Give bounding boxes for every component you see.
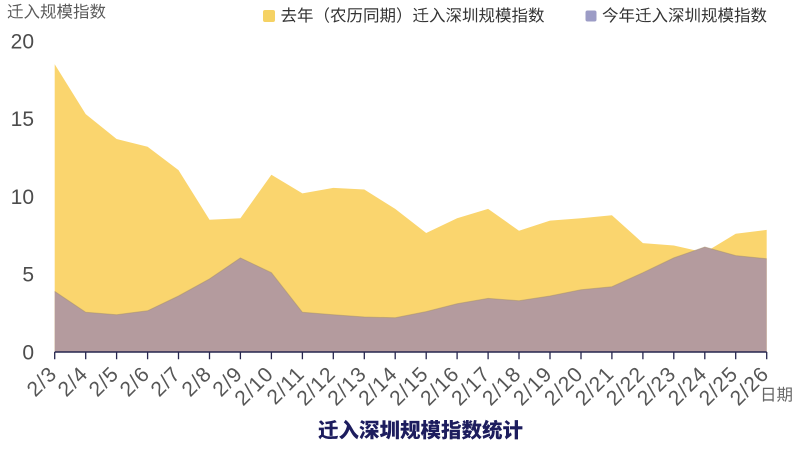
svg-text:20: 20 [11, 30, 34, 53]
svg-text:5: 5 [22, 264, 34, 287]
svg-text:10: 10 [11, 186, 34, 209]
svg-text:0: 0 [22, 341, 34, 364]
svg-text:15: 15 [11, 108, 34, 131]
